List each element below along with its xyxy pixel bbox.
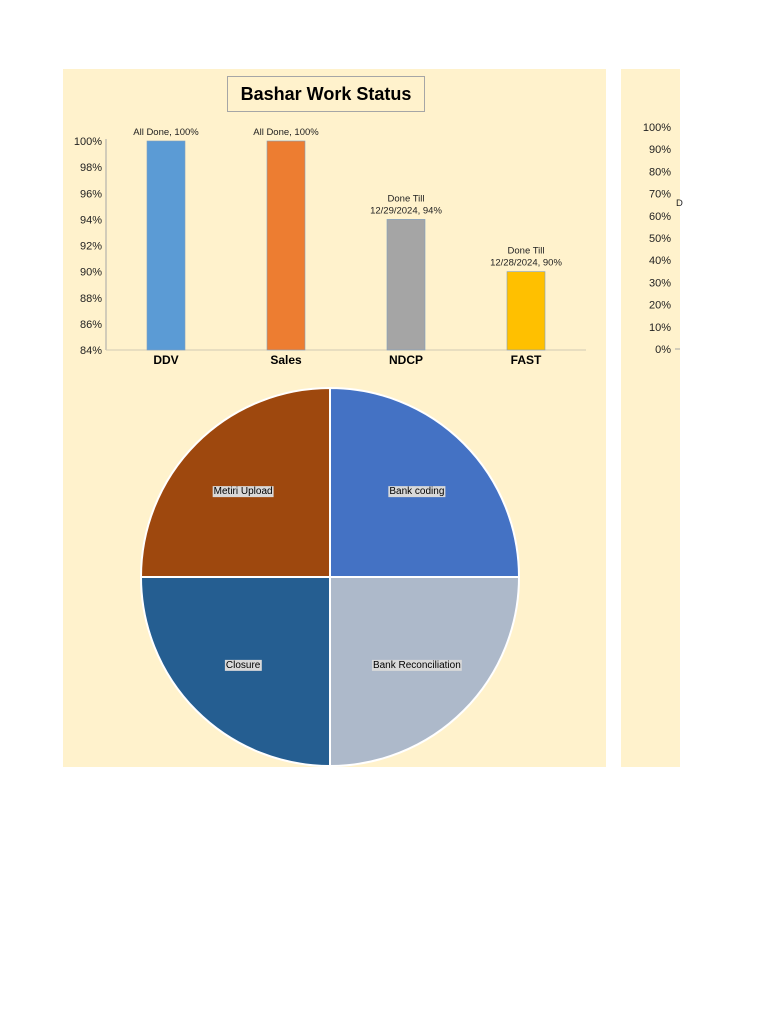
side-y-tick-label: 50% — [649, 233, 671, 245]
pie-label-background — [388, 486, 446, 498]
pie-slice — [139, 576, 331, 768]
side-y-tick-label: 80% — [649, 166, 671, 178]
bar-ndcp — [386, 219, 426, 351]
pie-label: Bank coding — [388, 486, 446, 498]
pie-label-text: Metiri Upload — [214, 486, 273, 497]
data-label: All Done, 100% — [253, 127, 319, 138]
y-tick-label: 86% — [80, 319, 102, 331]
side-y-tick-label: 0% — [655, 344, 671, 356]
data-label: Done Till — [508, 246, 545, 257]
bar-ddv — [146, 140, 186, 351]
y-tick-label: 96% — [80, 188, 102, 200]
pie-label-background — [212, 486, 274, 498]
x-tick-label: Sales — [270, 353, 302, 367]
y-tick-label: 90% — [80, 267, 102, 279]
x-tick-label: FAST — [511, 353, 542, 367]
y-tick-label: 94% — [80, 214, 102, 226]
side-y-tick-label: 10% — [649, 322, 671, 334]
bar-sales — [266, 140, 306, 351]
data-label: 12/28/2024, 90% — [490, 258, 562, 269]
pie-label-background — [224, 659, 262, 671]
pie-label-background — [371, 659, 462, 671]
side-y-tick-label: 40% — [649, 255, 671, 267]
pie-label-text: Closure — [226, 660, 261, 671]
side-data-label-fragment: D — [676, 198, 683, 209]
chart-panel-side — [621, 69, 680, 767]
y-tick-label: 98% — [80, 162, 102, 174]
side-y-tick-label: 70% — [649, 189, 671, 201]
pie-label: Bank Reconciliation — [371, 659, 462, 671]
y-tick-label: 100% — [74, 136, 102, 148]
chart-title: Bashar Work Status — [227, 76, 425, 112]
y-tick-label: 92% — [80, 241, 102, 253]
pie-label-text: Bank Reconciliation — [373, 660, 461, 671]
pie-label: Metiri Upload — [212, 486, 274, 498]
x-tick-label: NDCP — [389, 353, 423, 367]
data-label: 12/29/2024, 94% — [370, 205, 442, 216]
pie-slice — [139, 386, 331, 578]
data-label: Done Till — [388, 193, 425, 204]
pie-label: Closure — [224, 659, 262, 671]
side-y-tick-label: 90% — [649, 144, 671, 156]
y-tick-label: 84% — [80, 345, 102, 357]
bar-fast — [506, 271, 546, 351]
pie-slice — [329, 386, 521, 578]
data-label: All Done, 100% — [133, 127, 199, 138]
pie-label-text: Bank coding — [389, 486, 444, 497]
side-y-tick-label: 20% — [649, 300, 671, 312]
x-tick-label: DDV — [153, 353, 178, 367]
side-y-tick-label: 30% — [649, 277, 671, 289]
side-y-tick-label: 60% — [649, 211, 671, 223]
y-tick-label: 88% — [80, 293, 102, 305]
side-y-tick-label: 100% — [643, 122, 671, 134]
pie-slice — [329, 576, 521, 768]
